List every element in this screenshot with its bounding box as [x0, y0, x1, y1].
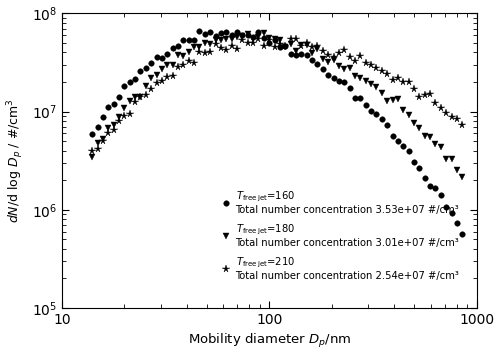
- Y-axis label: $dN$/d log $D_p$ / #/cm$^3$: $dN$/d log $D_p$ / #/cm$^3$: [6, 98, 26, 223]
- Legend: $T_{\mathrm{free\,jet}}$=160
Total number concentration 3.53e+07 #/cm³, $T_{\mat: $T_{\mathrm{free\,jet}}$=160 Total numbe…: [220, 189, 460, 281]
- X-axis label: Mobility diameter $D_p$/nm: Mobility diameter $D_p$/nm: [188, 333, 351, 350]
